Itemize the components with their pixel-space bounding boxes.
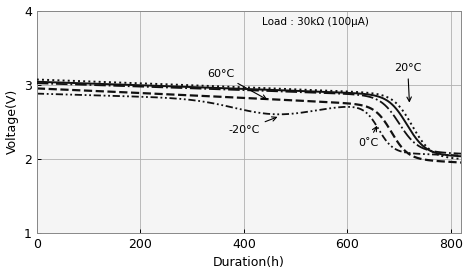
X-axis label: Duration(h): Duration(h) <box>213 257 285 269</box>
Text: -20°C: -20°C <box>228 117 276 135</box>
Text: 60°C: 60°C <box>208 69 266 99</box>
Text: 0˚C: 0˚C <box>358 127 378 147</box>
Text: Load : 30kΩ (100μA): Load : 30kΩ (100μA) <box>262 17 368 27</box>
Y-axis label: Voltage(V): Voltage(V) <box>6 89 18 155</box>
Text: 20°C: 20°C <box>394 63 422 101</box>
